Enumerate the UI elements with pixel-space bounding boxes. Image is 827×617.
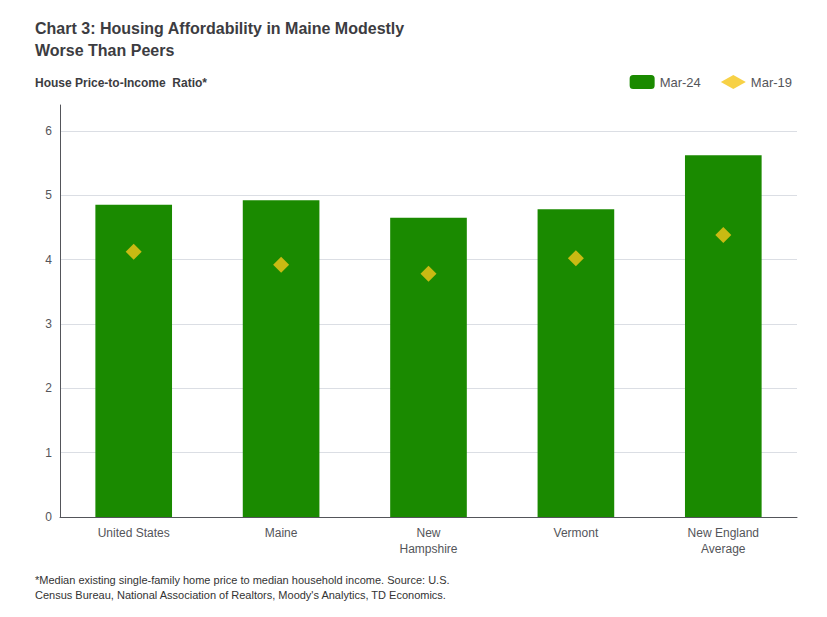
svg-text:3: 3 xyxy=(45,317,52,331)
svg-text:Chart 3: Housing Affordability: Chart 3: Housing Affordability in Maine … xyxy=(35,20,404,37)
svg-text:United States: United States xyxy=(98,526,170,540)
svg-text:House Price-to-Income Ratio*: House Price-to-Income Ratio* xyxy=(35,76,207,90)
svg-text:2: 2 xyxy=(45,381,52,395)
svg-text:Average: Average xyxy=(701,542,746,556)
svg-text:*Median existing single-family: *Median existing single-family home pric… xyxy=(35,574,450,586)
svg-text:6: 6 xyxy=(45,124,52,138)
svg-text:Worse Than Peers: Worse Than Peers xyxy=(35,42,174,59)
svg-text:Census Bureau, National Associ: Census Bureau, National Association of R… xyxy=(35,589,446,601)
svg-text:Maine: Maine xyxy=(265,526,298,540)
svg-text:0: 0 xyxy=(45,510,52,524)
svg-text:Hampshire: Hampshire xyxy=(399,542,457,556)
svg-text:Mar-24: Mar-24 xyxy=(660,75,701,90)
svg-text:New England: New England xyxy=(688,526,759,540)
svg-text:Vermont: Vermont xyxy=(554,526,599,540)
svg-text:New: New xyxy=(416,526,440,540)
svg-text:1: 1 xyxy=(45,446,52,460)
svg-text:Mar-19: Mar-19 xyxy=(751,75,792,90)
svg-text:5: 5 xyxy=(45,188,52,202)
svg-text:4: 4 xyxy=(45,253,52,267)
